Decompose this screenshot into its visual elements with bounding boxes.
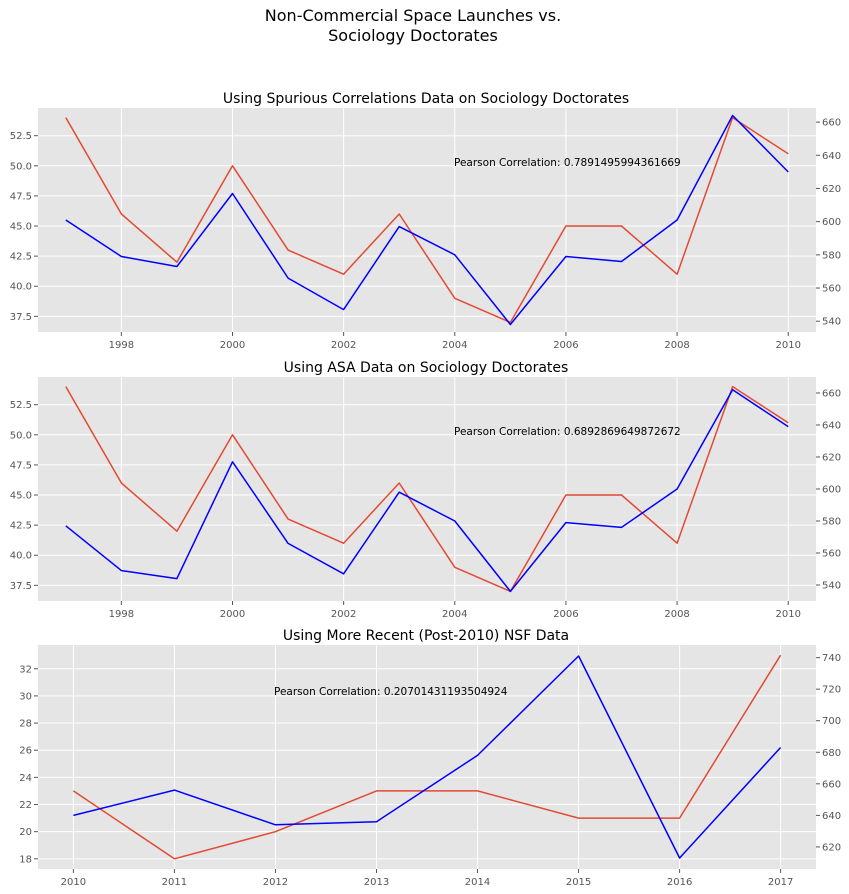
suptitle-line-2: Sociology Doctorates xyxy=(328,26,498,45)
plot-area: 2010 2011 2012 2013 2014 2015 2016 2017 18 20 22 24… xyxy=(19,645,841,888)
x-tick-label: 2011 xyxy=(162,877,187,888)
y-tick-label: 47.5 xyxy=(10,191,32,202)
y-tick-label: 40.0 xyxy=(10,282,32,293)
y-tick-label: 37.5 xyxy=(10,581,32,592)
y-tick-label: 28 xyxy=(19,719,32,730)
pearson-annotation: Pearson Correlation: 0.7891495994361669 xyxy=(454,157,681,169)
y2-tick-label: 620 xyxy=(822,453,841,464)
series-line-left-axis xyxy=(72,654,782,860)
y-tick-label: 45.0 xyxy=(10,222,32,233)
x-tick-label: 2013 xyxy=(364,877,389,888)
y-tick-label: 50.0 xyxy=(10,161,32,172)
chart-asa-data: 1998 2000 2002 2004 2006 2008 2010 37.5 40.0 42.5… xyxy=(10,360,841,620)
y2-tick-label: 580 xyxy=(822,250,841,261)
series-line-left-axis xyxy=(65,116,789,324)
x-tick-label: 2000 xyxy=(220,609,245,620)
y-tick-label: 20 xyxy=(19,827,32,838)
x-tick-label: 2010 xyxy=(775,609,800,620)
y2-tick-label: 700 xyxy=(822,716,841,727)
x-tick-label: 2002 xyxy=(331,609,356,620)
x-tick-label: 2016 xyxy=(667,877,692,888)
pearson-annotation: Pearson Correlation: 0.6892869649872672 xyxy=(454,426,681,438)
y2-tick-label: 680 xyxy=(822,748,841,759)
chart-title: Using ASA Data on Sociology Doctorates xyxy=(284,360,569,376)
pearson-annotation: Pearson Correlation: 0.20701431193504924 xyxy=(274,686,508,698)
plot-background xyxy=(38,108,816,332)
plot-area: 1998 2000 2002 2004 2006 2008 2010 37.5 40.0 42.5… xyxy=(10,108,841,351)
y2-tick-label: 560 xyxy=(822,549,841,560)
y2-tick-label: 540 xyxy=(822,317,841,328)
y2-tick-label: 540 xyxy=(822,581,841,592)
y2-tick-label: 720 xyxy=(822,685,841,696)
y-tick-label: 42.5 xyxy=(10,521,32,532)
y-tick-label: 22 xyxy=(19,800,32,811)
chart-title: Using More Recent (Post-2010) NSF Data xyxy=(283,628,569,644)
y-tick-label: 30 xyxy=(19,691,32,702)
y-tick-label: 26 xyxy=(19,746,32,757)
x-tick-label: 2004 xyxy=(442,340,467,351)
plot-background xyxy=(38,377,816,601)
x-tick-label: 2015 xyxy=(566,877,591,888)
suptitle-line-1: Non-Commercial Space Launches vs. xyxy=(265,6,561,25)
y2-tick-label: 620 xyxy=(822,184,841,195)
y-tick-label: 18 xyxy=(19,854,32,865)
y-tick-label: 47.5 xyxy=(10,460,32,471)
y2-tick-label: 640 xyxy=(822,811,841,822)
series-line-right-axis xyxy=(65,389,789,593)
y-tick-label: 50.0 xyxy=(10,430,32,441)
x-tick-label: 2008 xyxy=(664,609,689,620)
y-tick-label: 32 xyxy=(19,664,32,675)
series-line-left-axis xyxy=(65,385,789,593)
y2-tick-label: 740 xyxy=(822,653,841,664)
y2-tick-label: 640 xyxy=(822,421,841,432)
chart-title: Using Spurious Correlations Data on Soci… xyxy=(223,91,629,107)
y2-tick-label: 600 xyxy=(822,485,841,496)
y2-tick-label: 600 xyxy=(822,217,841,228)
x-tick-label: 2004 xyxy=(442,609,467,620)
y-tick-label: 37.5 xyxy=(10,312,32,323)
x-tick-label: 2014 xyxy=(465,877,490,888)
y-tick-label: 24 xyxy=(19,773,32,784)
y-tick-label: 52.5 xyxy=(10,400,32,411)
series-line-right-axis xyxy=(65,114,789,326)
x-tick-label: 2010 xyxy=(775,340,800,351)
x-tick-label: 2002 xyxy=(331,340,356,351)
x-tick-label: 2008 xyxy=(664,340,689,351)
chart-spurious-correlations: 1998 2000 2002 2004 2006 2008 2010 37.5 40.0 42.5… xyxy=(10,91,841,351)
y2-tick-label: 640 xyxy=(822,151,841,162)
y2-tick-label: 620 xyxy=(822,842,841,853)
x-tick-label: 2000 xyxy=(220,340,245,351)
y2-tick-label: 660 xyxy=(822,118,841,129)
x-tick-label: 2006 xyxy=(553,609,578,620)
y2-tick-label: 580 xyxy=(822,517,841,528)
x-tick-label: 1998 xyxy=(109,340,134,351)
x-tick-label: 1998 xyxy=(109,609,134,620)
y-tick-label: 45.0 xyxy=(10,491,32,502)
plot-area: 1998 2000 2002 2004 2006 2008 2010 37.5 40.0 42.5… xyxy=(10,377,841,620)
y2-tick-label: 560 xyxy=(822,284,841,295)
series-line-right-axis xyxy=(73,655,782,859)
x-tick-label: 2012 xyxy=(263,877,288,888)
y2-tick-label: 660 xyxy=(822,779,841,790)
y2-tick-label: 660 xyxy=(822,389,841,400)
x-tick-label: 2006 xyxy=(553,340,578,351)
y-tick-label: 40.0 xyxy=(10,551,32,562)
x-tick-label: 2017 xyxy=(768,877,793,888)
y-tick-label: 52.5 xyxy=(10,131,32,142)
chart-nsf-post-2010: 2010 2011 2012 2013 2014 2015 2016 2017 18 20 22 24… xyxy=(19,628,841,888)
x-tick-label: 2010 xyxy=(61,877,86,888)
y-tick-label: 42.5 xyxy=(10,252,32,263)
